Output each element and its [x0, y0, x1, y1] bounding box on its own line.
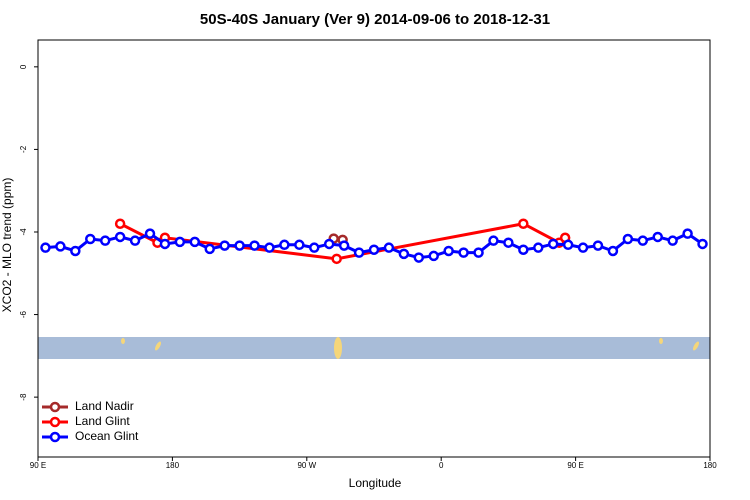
data-point	[323, 238, 335, 250]
x-axis-label: Longitude	[349, 476, 402, 490]
x-tick-label: 90 E	[567, 461, 583, 470]
map-strip	[38, 337, 710, 359]
data-point	[114, 218, 126, 229]
data-point	[383, 242, 395, 253]
x-tick-label: 180	[703, 461, 717, 470]
data-point	[503, 237, 514, 248]
data-point	[85, 233, 96, 245]
chart-title: 50S-40S January (Ver 9) 2014-09-06 to 20…	[200, 11, 550, 28]
data-point	[562, 239, 574, 251]
legend-marker	[49, 401, 61, 413]
legend-marker	[49, 416, 61, 428]
data-point	[622, 233, 634, 245]
y-axis-label: XCO2 - MLO trend (ppm)	[0, 178, 14, 313]
data-point	[99, 235, 111, 246]
y-tick-label: -2	[19, 145, 28, 153]
data-point	[234, 240, 245, 251]
data-point	[129, 235, 141, 246]
data-point	[189, 236, 201, 248]
legend-label: Land Nadir	[75, 399, 134, 413]
data-point	[577, 242, 589, 253]
data-point	[249, 240, 260, 251]
data-point	[204, 243, 215, 255]
land-blob	[692, 341, 700, 351]
data-point	[174, 236, 186, 248]
data-point	[159, 238, 171, 250]
land-blob	[659, 338, 663, 344]
data-point	[114, 231, 126, 243]
plot-frame	[37, 39, 711, 458]
data-point	[697, 238, 708, 250]
data-point	[55, 241, 66, 252]
land-blob	[334, 337, 342, 359]
data-point	[219, 240, 230, 251]
data-point	[309, 242, 320, 253]
data-point	[533, 242, 544, 253]
y-tick-label: -6	[19, 310, 28, 318]
data-point	[331, 253, 342, 265]
data-point	[264, 242, 275, 253]
data-point	[488, 235, 499, 246]
data-point	[144, 228, 156, 239]
data-point	[518, 244, 529, 255]
data-point	[428, 250, 439, 262]
legend-label: Land Glint	[75, 414, 130, 428]
land-blob	[154, 341, 162, 351]
data-point	[368, 244, 380, 255]
data-point	[458, 247, 469, 258]
data-point	[443, 245, 454, 257]
x-tick-label: 180	[166, 461, 180, 470]
data-point	[518, 218, 529, 229]
data-point	[398, 248, 410, 260]
data-point	[637, 235, 649, 246]
data-point	[547, 238, 559, 250]
data-point	[353, 247, 365, 258]
data-point	[592, 240, 604, 251]
data-point	[667, 235, 678, 246]
data-point	[279, 239, 290, 251]
data-point	[338, 240, 350, 251]
data-point	[473, 247, 484, 258]
y-tick-label: 0	[19, 64, 28, 69]
y-tick-label: -4	[19, 228, 28, 236]
legend-marker	[49, 431, 61, 443]
y-tick-label: -8	[19, 393, 28, 401]
data-point	[413, 252, 425, 263]
legend-label: Ocean Glint	[75, 429, 139, 443]
x-tick-label: 90 E	[30, 461, 46, 470]
land-blob	[121, 338, 125, 344]
data-point	[40, 242, 51, 253]
data-point	[70, 245, 81, 257]
data-point	[294, 239, 305, 251]
ocean-map	[38, 337, 710, 359]
data-point	[652, 231, 663, 243]
data-point	[607, 245, 619, 257]
data-point	[682, 228, 693, 239]
x-tick-label: 0	[439, 461, 444, 470]
x-tick-label: 90 W	[297, 461, 316, 470]
